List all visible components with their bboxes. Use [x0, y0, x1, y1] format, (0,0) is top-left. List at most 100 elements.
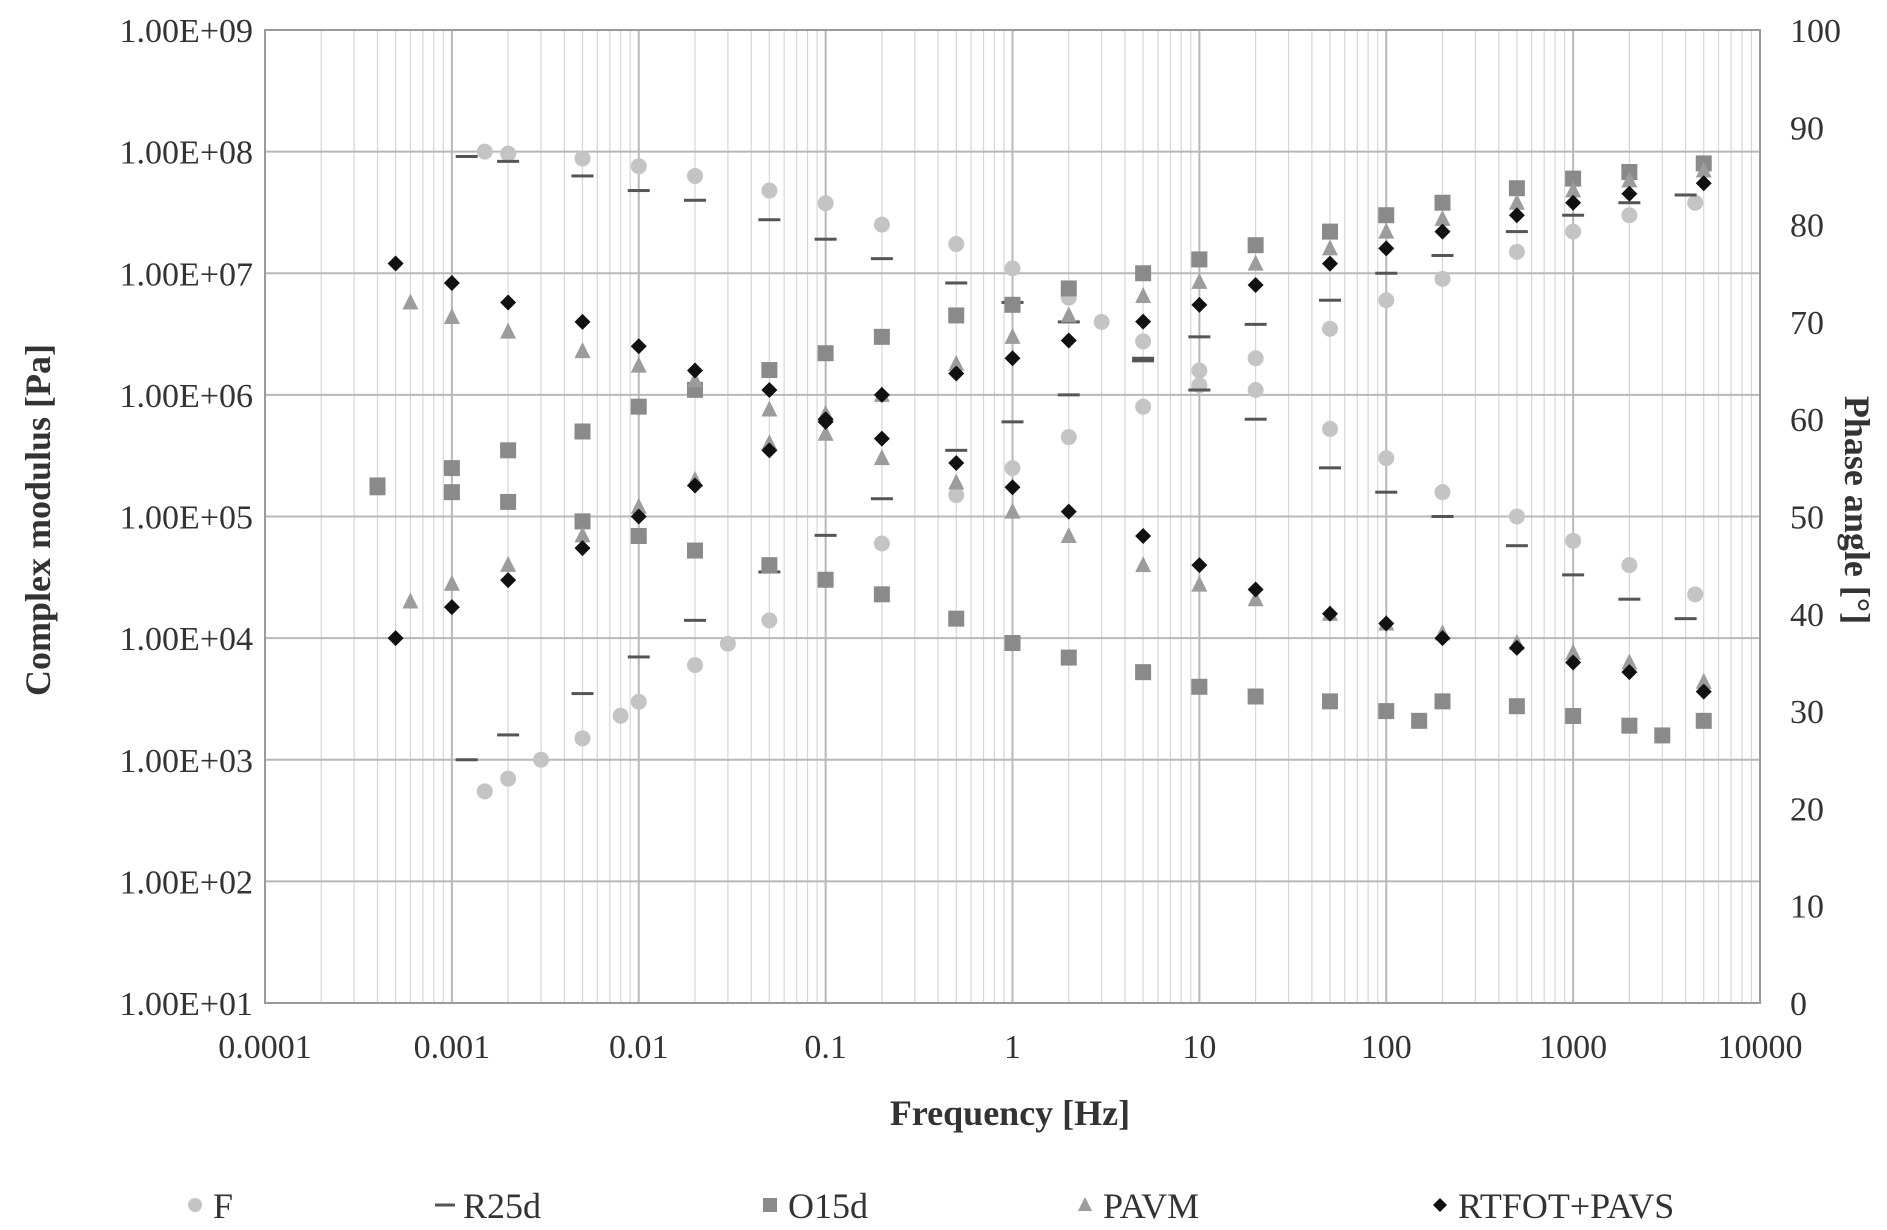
modulus-point [1191, 251, 1208, 268]
phase-point [1247, 581, 1264, 598]
x-tick-label: 1000 [1539, 1029, 1607, 1066]
y2-tick-label: 70 [1790, 305, 1824, 342]
modulus-point [1135, 287, 1152, 304]
phase-point [497, 159, 520, 163]
modulus-point [1247, 350, 1264, 367]
modulus-point [1621, 171, 1638, 188]
modulus-point [1508, 207, 1525, 224]
phase-point [500, 294, 517, 311]
phase-point [1562, 573, 1585, 577]
phase-point [687, 542, 704, 559]
modulus-point [761, 434, 778, 451]
modulus-point [1505, 230, 1528, 234]
modulus-point [1621, 185, 1638, 202]
phase-point [1674, 617, 1697, 621]
legend-marker [1433, 1198, 1447, 1212]
phase-point [1060, 526, 1077, 543]
phase-point [758, 218, 781, 222]
phase-point [1378, 450, 1395, 467]
modulus-point [443, 599, 460, 616]
phase-point [1135, 664, 1152, 681]
phase-point [630, 158, 647, 175]
phase-point [870, 257, 893, 261]
y2-tick-label: 40 [1790, 597, 1824, 634]
phase-point [1434, 630, 1451, 647]
phase-point [1318, 466, 1341, 470]
modulus-point [873, 328, 890, 345]
x-tick-label: 10 [1182, 1029, 1216, 1066]
phase-point [687, 167, 704, 184]
modulus-point [1378, 292, 1395, 309]
phase-point [817, 411, 834, 428]
y-tick-label: 1.00E+05 [120, 500, 253, 537]
y2-tick-label: 50 [1790, 500, 1824, 537]
phase-point [1565, 707, 1582, 724]
phase-point [1431, 515, 1454, 518]
phase-point [873, 449, 890, 466]
modulus-point [574, 540, 591, 557]
modulus-point [1621, 207, 1638, 224]
modulus-point [761, 612, 778, 629]
phase-point [574, 513, 591, 530]
modulus-point [948, 354, 965, 371]
phase-point [1505, 544, 1528, 548]
modulus-point [1060, 280, 1077, 297]
modulus-point [1618, 201, 1641, 205]
phase-point [1695, 712, 1712, 729]
modulus-point [630, 508, 647, 525]
phase-point [945, 281, 968, 285]
modulus-point [1060, 429, 1077, 446]
modulus-point [1674, 193, 1697, 197]
x-tick-label: 0.01 [609, 1029, 669, 1066]
legend-marker [1078, 1197, 1092, 1211]
y-tick-label: 1.00E+02 [120, 864, 253, 901]
modulus-point [533, 751, 550, 768]
modulus-point [1378, 207, 1395, 224]
modulus-point [1508, 193, 1525, 210]
modulus-point [1004, 460, 1021, 477]
modulus-point [402, 592, 419, 609]
modulus-point [870, 497, 893, 501]
phase-point [1004, 634, 1021, 651]
phase-point [1060, 503, 1077, 520]
modulus-point [1247, 254, 1264, 271]
phase-point [1060, 649, 1077, 666]
phase-point [1434, 484, 1451, 501]
phase-point [574, 313, 591, 330]
modulus-point [627, 655, 650, 659]
modulus-point [1508, 180, 1525, 197]
phase-point [630, 527, 647, 544]
phase-point [873, 216, 890, 233]
phase-point [761, 182, 778, 199]
phase-point [627, 189, 650, 193]
phase-point [1508, 639, 1525, 656]
phase-point [1191, 362, 1208, 379]
modulus-point [1244, 322, 1267, 326]
modulus-point [1318, 298, 1341, 302]
phase-point [1621, 557, 1638, 574]
phase-point [443, 274, 460, 291]
phase-point [948, 610, 965, 627]
y2-tick-label: 60 [1790, 402, 1824, 439]
modulus-point [1135, 313, 1152, 330]
phase-point [1093, 313, 1110, 330]
legend-marker [188, 1198, 202, 1212]
modulus-point [630, 398, 647, 415]
modulus-point [948, 307, 965, 324]
x-axis-title: Frequency [Hz] [890, 1093, 1130, 1133]
modulus-point [1060, 332, 1077, 349]
phase-point [1191, 575, 1208, 592]
x-tick-label: 0.1 [804, 1029, 847, 1066]
modulus-point [630, 693, 647, 710]
legend-label: F [213, 1186, 233, 1226]
modulus-point [1434, 194, 1451, 211]
phase-point [1004, 502, 1021, 519]
phase-point [1621, 653, 1638, 670]
phase-point [1565, 654, 1582, 671]
phase-point [873, 586, 890, 603]
modulus-point [1321, 239, 1338, 256]
phase-point [1191, 678, 1208, 695]
phase-point [1695, 683, 1712, 700]
modulus-point [500, 770, 517, 787]
